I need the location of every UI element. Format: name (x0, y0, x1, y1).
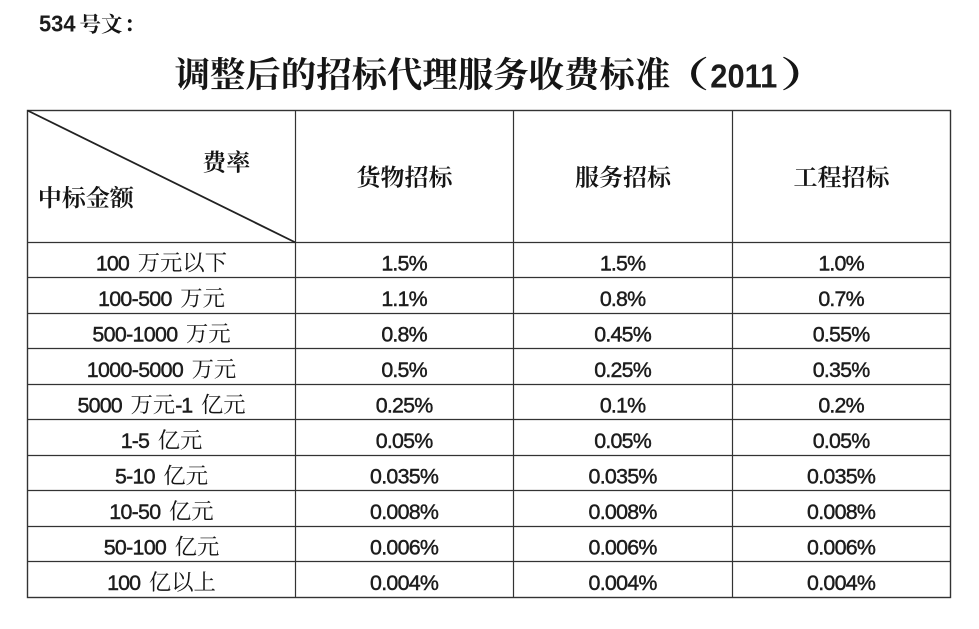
svg-text:100-500: 100-500 (98, 287, 172, 311)
svg-text:5-10: 5-10 (115, 464, 156, 488)
svg-text:50-100: 50-100 (104, 535, 167, 559)
svg-text:0.35%: 0.35% (813, 358, 871, 382)
svg-text:0.006%: 0.006% (589, 535, 658, 559)
svg-text:0.035%: 0.035% (807, 464, 876, 488)
svg-text:0.008%: 0.008% (589, 500, 658, 524)
svg-text:500-1000: 500-1000 (92, 322, 178, 346)
svg-text:0.004%: 0.004% (370, 571, 439, 595)
svg-text:1.0%: 1.0% (818, 251, 864, 275)
svg-text:0.25%: 0.25% (376, 393, 434, 417)
svg-text:1.5%: 1.5% (600, 251, 646, 275)
svg-text:0.7%: 0.7% (818, 287, 864, 311)
svg-text:-1: -1 (175, 393, 193, 417)
svg-text:0.006%: 0.006% (807, 535, 876, 559)
svg-text:100: 100 (107, 571, 141, 595)
svg-text:0.05%: 0.05% (813, 429, 871, 453)
svg-text:0.035%: 0.035% (589, 464, 658, 488)
svg-text:10-50: 10-50 (109, 500, 161, 524)
svg-text:1.5%: 1.5% (381, 251, 427, 275)
svg-text:1-5: 1-5 (121, 429, 150, 453)
svg-text:0.008%: 0.008% (807, 500, 876, 524)
svg-text:100: 100 (96, 251, 130, 275)
svg-text:5000: 5000 (78, 393, 123, 417)
svg-text:0.8%: 0.8% (381, 322, 427, 346)
svg-text:0.2%: 0.2% (818, 393, 864, 417)
svg-text:0.1%: 0.1% (600, 393, 646, 417)
svg-text:0.05%: 0.05% (594, 429, 652, 453)
svg-text:0.004%: 0.004% (589, 571, 658, 595)
svg-text:0.25%: 0.25% (594, 358, 652, 382)
svg-text:0.05%: 0.05% (376, 429, 434, 453)
svg-text:2011: 2011 (710, 58, 777, 95)
svg-text:0.55%: 0.55% (813, 322, 871, 346)
svg-text:1.1%: 1.1% (381, 287, 427, 311)
svg-text:0.8%: 0.8% (600, 287, 646, 311)
svg-text:0.035%: 0.035% (370, 464, 439, 488)
svg-text:1000-5000: 1000-5000 (87, 358, 184, 382)
svg-text:0.006%: 0.006% (370, 535, 439, 559)
svg-text:534: 534 (39, 11, 76, 37)
svg-text:0.004%: 0.004% (807, 571, 876, 595)
svg-text:0.008%: 0.008% (370, 500, 439, 524)
svg-text:0.5%: 0.5% (381, 358, 427, 382)
svg-text:0.45%: 0.45% (594, 322, 652, 346)
